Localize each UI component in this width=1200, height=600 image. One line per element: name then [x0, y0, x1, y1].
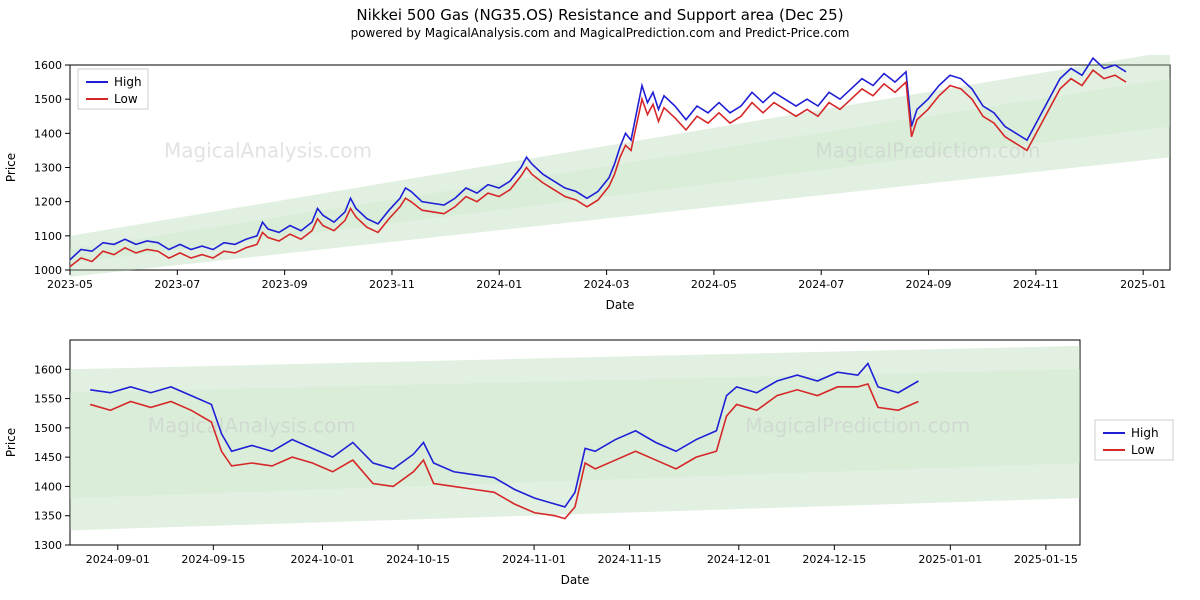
svg-text:MagicalPrediction.com: MagicalPrediction.com	[816, 138, 1041, 162]
svg-text:1300: 1300	[34, 162, 62, 175]
svg-text:2025-01-01: 2025-01-01	[918, 553, 982, 566]
svg-text:High: High	[1131, 426, 1159, 440]
svg-text:Low: Low	[114, 92, 138, 106]
svg-text:Price: Price	[4, 428, 18, 457]
svg-text:2024-11-01: 2024-11-01	[502, 553, 566, 566]
svg-text:1300: 1300	[34, 539, 62, 552]
svg-text:2024-09: 2024-09	[906, 278, 952, 291]
svg-text:2024-05: 2024-05	[691, 278, 737, 291]
svg-text:2024-10-15: 2024-10-15	[386, 553, 450, 566]
svg-text:1550: 1550	[34, 393, 62, 406]
svg-text:1400: 1400	[34, 127, 62, 140]
svg-text:Date: Date	[606, 298, 635, 312]
svg-text:1500: 1500	[34, 93, 62, 106]
chart-bottom: MagicalAnalysis.com MagicalPrediction.com…	[0, 330, 1200, 590]
chart-top-svg: MagicalAnalysis.com MagicalPrediction.com…	[0, 55, 1200, 315]
svg-text:2025-01: 2025-01	[1120, 278, 1166, 291]
svg-text:Price: Price	[4, 153, 18, 182]
svg-text:1500: 1500	[34, 422, 62, 435]
svg-text:1350: 1350	[34, 510, 62, 523]
chart-bottom-svg: MagicalAnalysis.com MagicalPrediction.com…	[0, 330, 1200, 590]
svg-text:2024-10-01: 2024-10-01	[291, 553, 355, 566]
chart-title: Nikkei 500 Gas (NG35.OS) Resistance and …	[0, 0, 1200, 24]
svg-text:2024-09-15: 2024-09-15	[181, 553, 245, 566]
svg-text:1400: 1400	[34, 480, 62, 493]
svg-text:1600: 1600	[34, 363, 62, 376]
svg-text:2023-11: 2023-11	[369, 278, 415, 291]
svg-text:2024-12-15: 2024-12-15	[802, 553, 866, 566]
svg-text:MagicalPrediction.com: MagicalPrediction.com	[745, 413, 970, 437]
chart-container: Nikkei 500 Gas (NG35.OS) Resistance and …	[0, 0, 1200, 600]
svg-text:1000: 1000	[34, 264, 62, 277]
svg-text:2024-01: 2024-01	[476, 278, 522, 291]
svg-text:Date: Date	[561, 573, 590, 587]
svg-text:MagicalAnalysis.com: MagicalAnalysis.com	[148, 413, 356, 437]
svg-text:2023-05: 2023-05	[47, 278, 93, 291]
svg-text:1200: 1200	[34, 196, 62, 209]
svg-text:2024-09-01: 2024-09-01	[86, 553, 150, 566]
svg-text:2023-07: 2023-07	[154, 278, 200, 291]
svg-text:2024-07: 2024-07	[798, 278, 844, 291]
svg-text:2024-12-01: 2024-12-01	[707, 553, 771, 566]
svg-text:2025-01-15: 2025-01-15	[1014, 553, 1078, 566]
svg-text:1100: 1100	[34, 230, 62, 243]
svg-text:1600: 1600	[34, 59, 62, 72]
svg-text:2024-11: 2024-11	[1013, 278, 1059, 291]
svg-text:2023-09: 2023-09	[262, 278, 308, 291]
svg-text:High: High	[114, 75, 142, 89]
svg-text:2024-11-15: 2024-11-15	[598, 553, 662, 566]
chart-subtitle: powered by MagicalAnalysis.com and Magic…	[0, 24, 1200, 40]
chart-top: MagicalAnalysis.com MagicalPrediction.com…	[0, 55, 1200, 315]
svg-text:2024-03: 2024-03	[584, 278, 630, 291]
svg-text:Low: Low	[1131, 443, 1155, 457]
svg-text:1450: 1450	[34, 451, 62, 464]
svg-text:MagicalAnalysis.com: MagicalAnalysis.com	[164, 138, 372, 162]
